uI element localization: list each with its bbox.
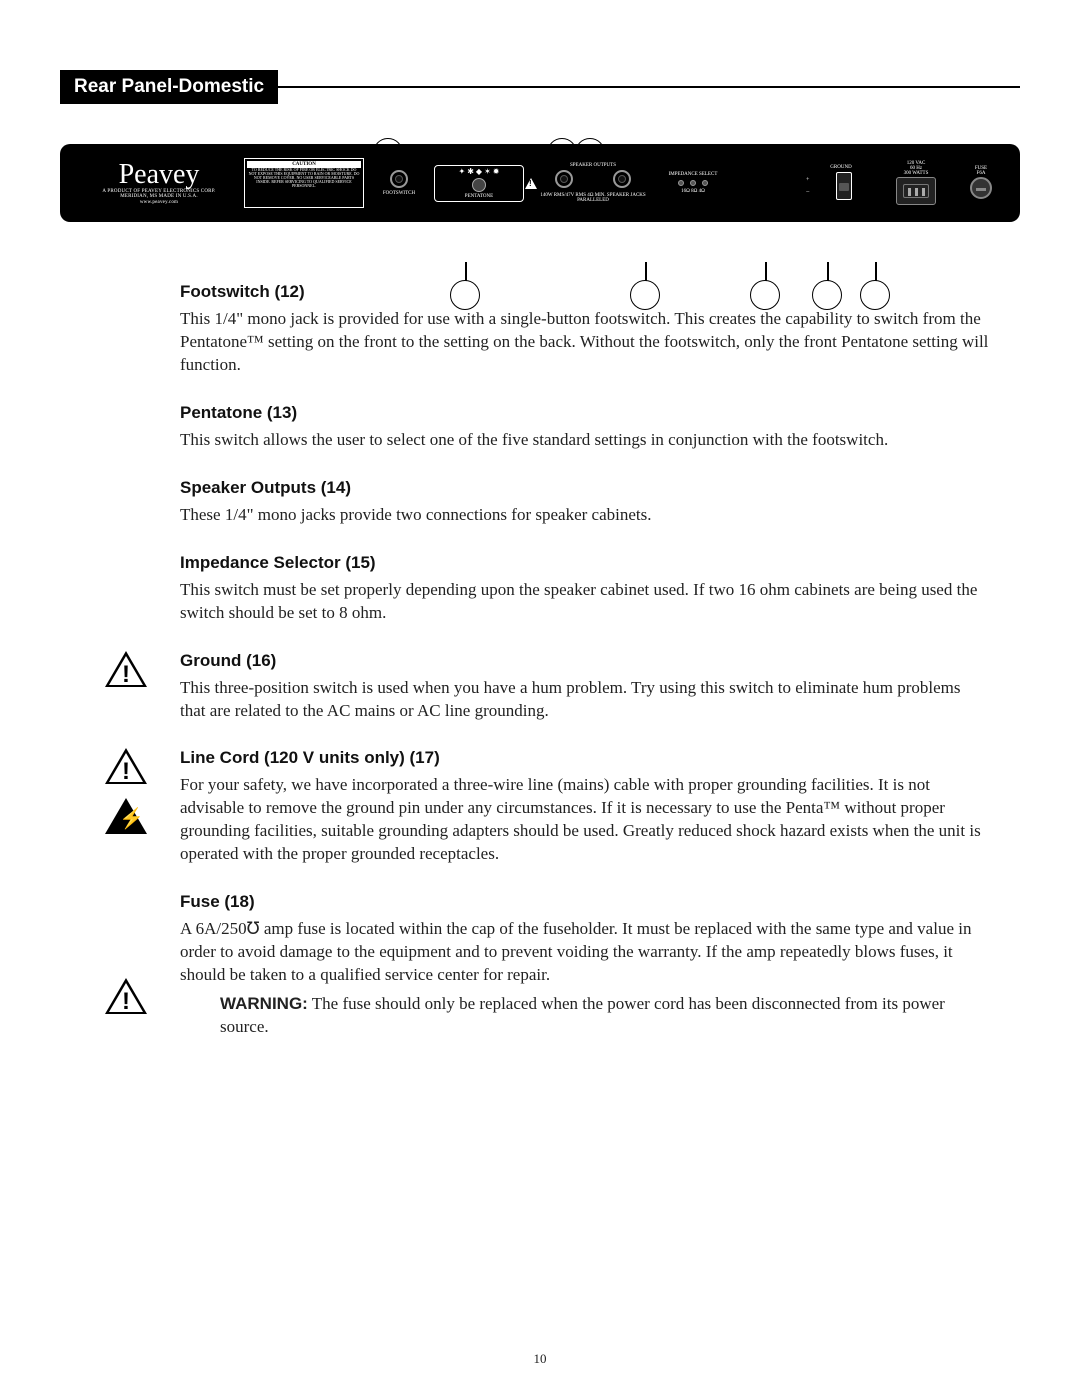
fuse-value: F6A: [956, 171, 1006, 176]
speaker-outputs-label: SPEAKER OUTPUTS: [538, 163, 648, 168]
callout-line: [765, 262, 767, 282]
section-heading: Footswitch (12): [180, 282, 990, 302]
footswitch-label: FOOTSWITCH: [364, 191, 434, 196]
section-line-cord: ! ⚡ Line Cord (120 V units only) (17) Fo…: [180, 748, 990, 866]
section-title-tab: Rear Panel-Domestic: [60, 70, 278, 104]
section-ground: ! Ground (16) This three-position switch…: [180, 651, 990, 723]
impedance-led: [702, 180, 708, 186]
section-heading: Speaker Outputs (14): [180, 478, 990, 498]
section-body: For your safety, we have incorporated a …: [180, 774, 990, 866]
section-body: A 6A/250℧ amp fuse is located within the…: [180, 918, 990, 987]
warning-icon: !: [105, 748, 147, 786]
fuse-block: FUSE F6A: [956, 166, 1006, 200]
section-body: This 1/4" mono jack is provided for use …: [180, 308, 990, 377]
page-number: 10: [0, 1351, 1080, 1367]
speaker-sub-label: 140W RMS/47V RMS 4Ω MIN. SPEAKER JACKS P…: [538, 193, 648, 203]
section-heading: Line Cord (120 V units only) (17): [180, 748, 990, 768]
pentatone-label: PENTATONE: [435, 194, 523, 199]
pentatone-icons: ✦ ✱ ◆ ✶ ✹: [435, 168, 523, 176]
brand-block: Peavey A PRODUCT OF PEAVEY ELECTRONICS C…: [74, 161, 244, 206]
fuse-warning: WARNING: The fuse should only be replace…: [220, 993, 990, 1039]
footswitch-jack: [390, 170, 408, 188]
iec-inlet-block: 120 VAC 60 Hz 300 WATTS: [876, 161, 956, 206]
section-body: This switch allows the user to select on…: [180, 429, 990, 452]
warning-icon: !: [105, 651, 147, 689]
section-heading: Pentatone (13): [180, 403, 990, 423]
speaker-jack: [613, 170, 631, 188]
section-body: These 1/4" mono jacks provide two connec…: [180, 504, 990, 527]
section-header: Rear Panel-Domestic: [60, 70, 1020, 104]
rear-panel: Peavey A PRODUCT OF PEAVEY ELECTRONICS C…: [60, 144, 1020, 222]
brand-sub: www.peavey.com: [74, 200, 244, 206]
rear-panel-diagram: Peavey A PRODUCT OF PEAVEY ELECTRONICS C…: [60, 144, 1020, 222]
section-heading: Fuse (18): [180, 892, 990, 912]
callout-line: [875, 262, 877, 282]
callout-line: [645, 262, 647, 282]
section-speaker-outputs: Speaker Outputs (14) These 1/4" mono jac…: [180, 478, 990, 527]
section-impedance: Impedance Selector (15) This switch must…: [180, 553, 990, 625]
section-pentatone: Pentatone (13) This switch allows the us…: [180, 403, 990, 452]
iec-inlet: [896, 177, 936, 205]
impedance-led: [690, 180, 696, 186]
content-column: Footswitch (12) This 1/4" mono jack is p…: [180, 282, 990, 1039]
callout-line: [827, 262, 829, 282]
footswitch-jack-block: FOOTSWITCH: [364, 170, 434, 196]
brand-logo: Peavey: [74, 161, 244, 189]
callout-line: [465, 262, 467, 282]
impedance-values: 16Ω 8Ω 4Ω: [648, 189, 738, 194]
shock-icon: ⚡: [105, 798, 147, 836]
ground-block: GROUND +–: [806, 165, 876, 202]
section-body: This switch must be set properly dependi…: [180, 579, 990, 625]
section-fuse: ! Fuse (18) A 6A/250℧ amp fuse is locate…: [180, 892, 990, 1039]
warning-body: The fuse should only be replaced when th…: [220, 994, 945, 1036]
impedance-block: IMPEDANCE SELECT 16Ω 8Ω 4Ω: [648, 172, 738, 194]
power-spec: 300 WATTS: [876, 171, 956, 176]
section-body: This three-position switch is used when …: [180, 677, 990, 723]
section-title-rule: [278, 86, 1020, 88]
pentatone-switch: [472, 178, 486, 192]
warning-icon: [524, 174, 538, 192]
section-footswitch: Footswitch (12) This 1/4" mono jack is p…: [180, 282, 990, 377]
section-heading: Impedance Selector (15): [180, 553, 990, 573]
caution-title: CAUTION: [247, 161, 361, 168]
warning-icon: !: [105, 978, 147, 1016]
impedance-label: IMPEDANCE SELECT: [648, 172, 738, 177]
impedance-led: [678, 180, 684, 186]
ground-switch: [836, 172, 852, 200]
fuse-cap: [970, 177, 992, 199]
pentatone-block: ✦ ✱ ◆ ✶ ✹ PENTATONE: [434, 165, 524, 202]
speaker-jack: [555, 170, 573, 188]
section-heading: Ground (16): [180, 651, 990, 671]
caution-fine-print: TO REDUCE THE RISK OF FIRE OR ELECTRIC S…: [247, 168, 361, 202]
warning-label: WARNING:: [220, 994, 308, 1013]
caution-label: CAUTION TO REDUCE THE RISK OF FIRE OR EL…: [244, 158, 364, 208]
speaker-outputs-block: SPEAKER OUTPUTS 140W RMS/47V RMS 4Ω MIN.…: [538, 163, 648, 203]
